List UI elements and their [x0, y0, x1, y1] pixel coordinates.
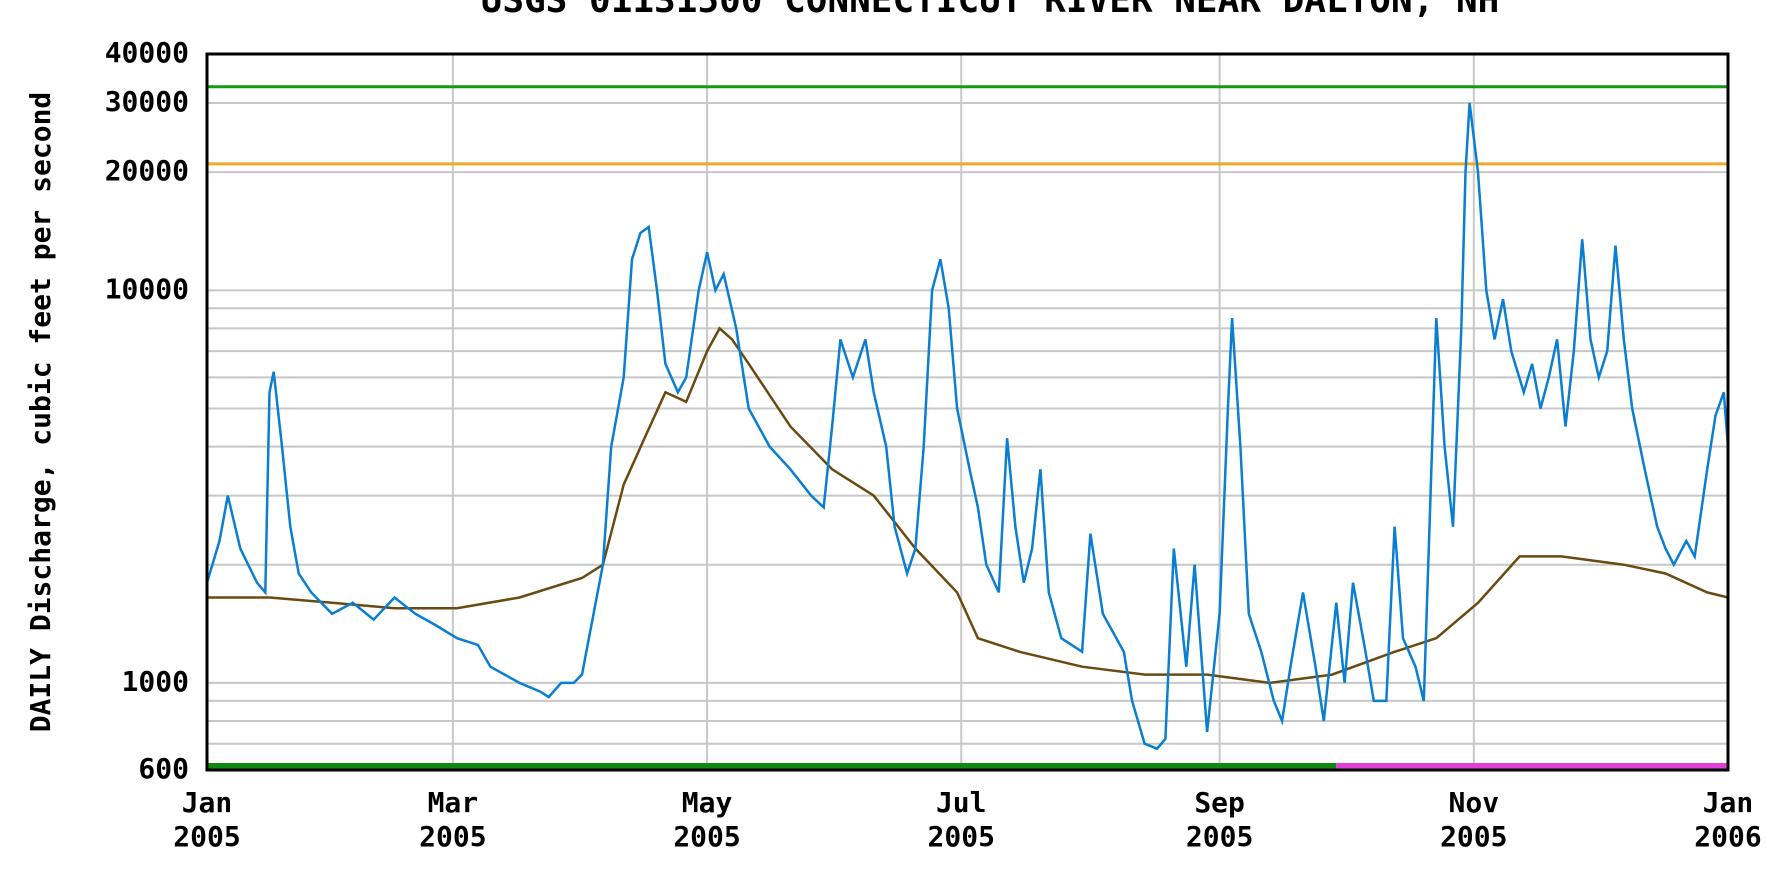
y-tick-label: 1000: [122, 665, 189, 698]
x-tick-label: Nov 2005: [1440, 786, 1508, 853]
y-tick-label: 20000: [105, 154, 189, 187]
x-tick-label: Jul 2005: [927, 786, 995, 853]
x-tick-label: Mar 2005: [419, 786, 487, 853]
data-line: [205, 102, 1730, 751]
y-axis-label: DAILY Discharge, cubic feet per second: [24, 92, 57, 733]
x-tick-label: Jan 2006: [1694, 786, 1762, 853]
status-bar: [1336, 763, 1728, 770]
y-tick-label: 600: [138, 752, 189, 785]
x-tick-label: Sep 2005: [1185, 786, 1254, 853]
data-line: [207, 326, 1729, 685]
plot-frame: [205, 52, 1730, 772]
status-bar: [207, 763, 1337, 770]
y-tick-label: 30000: [105, 85, 189, 118]
y-tick-label: 40000: [105, 36, 189, 69]
x-tick-label: May 2005: [673, 786, 741, 853]
y-tick-label: 10000: [105, 272, 189, 305]
chart-title: USGS 01131500 CONNECTICUT RIVER NEAR DAL…: [481, 0, 1500, 21]
x-tick-label: Jan 2005: [173, 786, 241, 853]
